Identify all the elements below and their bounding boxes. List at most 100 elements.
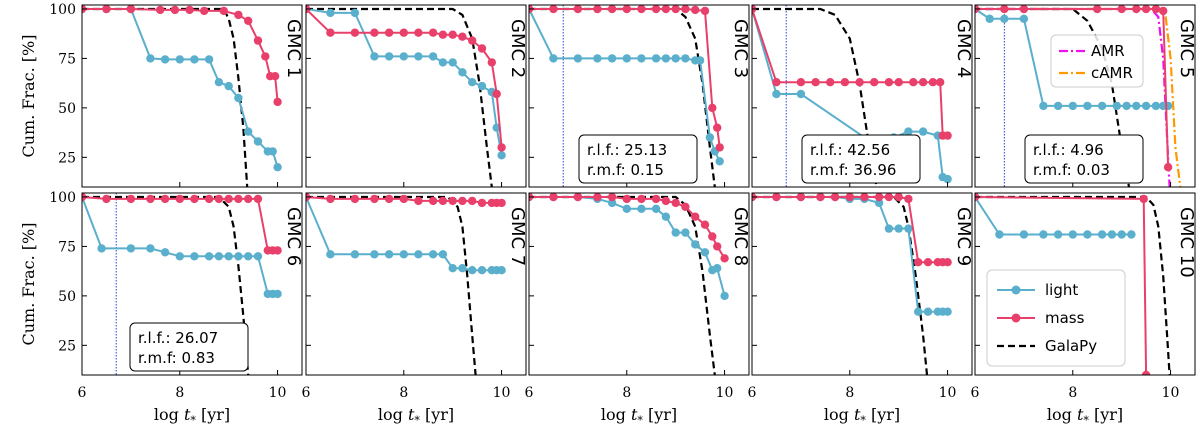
x-axis-label-prefix: log [154, 405, 184, 424]
x-tick-label: 10 [269, 385, 287, 401]
light-point [234, 252, 243, 261]
mass-point [204, 194, 214, 204]
mass-point [772, 78, 781, 87]
gmc-label: GMC 1 [283, 19, 304, 78]
panel-gmc-10: 6 8 10 GMC 10 log t* [yr] light mass GalaPy [971, 192, 1197, 427]
light-point [326, 250, 335, 259]
light-point [438, 58, 448, 67]
light-point [607, 54, 617, 63]
mass-point [700, 6, 710, 16]
light-point [1083, 101, 1092, 111]
light-line [529, 8, 721, 162]
light-line [975, 8, 1169, 107]
light-point [468, 266, 477, 275]
galapy-line [82, 7, 249, 187]
x-axis-label-unit: [yr] [866, 405, 900, 424]
mass-point [894, 78, 903, 87]
gmc-label: GMC 10 [1176, 207, 1197, 278]
light-point [234, 93, 243, 103]
x-axis-label-var: t [408, 405, 415, 424]
light-point [705, 133, 715, 142]
mass-point [914, 258, 923, 267]
mass-point [1141, 5, 1151, 14]
light-point [573, 54, 583, 63]
panel-gmc-2: GMC 2 [305, 4, 528, 188]
x-axis-label-sub: * [637, 414, 643, 427]
mass-point [1117, 5, 1126, 14]
mass-point [573, 193, 583, 202]
inset-legend: AMR cAMR [1050, 34, 1144, 88]
mass-point [468, 36, 477, 45]
x-axis-label-sub: * [1083, 414, 1089, 427]
light-point [681, 228, 690, 237]
panel-plot-area [752, 5, 952, 187]
light-point [1019, 14, 1029, 23]
light-point [695, 56, 705, 65]
light-point [146, 54, 155, 63]
x-axis-label: log t* [yr] [601, 405, 677, 427]
x-axis-label-unit: [yr] [196, 405, 230, 424]
x-axis-label-var: t [184, 405, 191, 424]
light-line [82, 8, 279, 168]
gmc-label: GMC 5 [1176, 19, 1197, 78]
light-point [1083, 230, 1092, 239]
light-point [1097, 101, 1107, 111]
x-axis-label-prefix: log [1047, 405, 1077, 424]
light-point [622, 54, 631, 63]
mass-point [904, 194, 913, 204]
panel-plot-area [529, 193, 729, 375]
light-point [914, 307, 923, 316]
panel-frame [751, 4, 973, 188]
light-point [399, 250, 408, 259]
light-point [1127, 230, 1136, 239]
x-tick-label: 8 [1068, 385, 1077, 401]
mass-line [529, 8, 721, 148]
panel-gmc-1: 25 50 75 100 GMC 1 [49, 2, 304, 188]
light-point [273, 163, 282, 172]
light-point [651, 204, 661, 213]
mass-point [845, 193, 854, 202]
galapy-line [752, 195, 929, 375]
mass-point [273, 246, 282, 255]
panel-plot-area [306, 5, 506, 187]
rlf-text: r.l.f.: 25.13 [587, 141, 667, 159]
mass-point [261, 52, 270, 61]
x-axis-label-sub: * [860, 414, 866, 427]
mass-point [487, 58, 496, 67]
mass-point [607, 193, 617, 202]
mass-line [752, 196, 948, 264]
x-axis-label-var: t [854, 405, 861, 424]
panel-frame [81, 4, 303, 188]
light-point [1141, 101, 1151, 111]
y-tick-label: 25 [58, 338, 76, 354]
x-axis-label: log t* [yr] [154, 405, 230, 427]
light-point [995, 230, 1004, 239]
mass-point [224, 194, 233, 204]
galapy-line [306, 7, 493, 187]
light-point [175, 55, 184, 64]
panel-gmc-7: 6 8 10 GMC 7 log t* [yr] [302, 192, 528, 427]
galapy-legend-label: GalaPy [1045, 337, 1097, 355]
y-tick-label: 100 [49, 2, 76, 18]
gmc-label: GMC 6 [283, 207, 304, 266]
light-point [1151, 101, 1161, 111]
mass-legend-marker [1011, 313, 1021, 323]
light-point [414, 52, 423, 61]
mass-point [414, 196, 423, 206]
light-point [713, 264, 722, 273]
mass-point [671, 198, 680, 208]
mass-point [826, 78, 835, 87]
light-point [894, 224, 903, 233]
light-point [1122, 101, 1131, 111]
y-tick-label: 50 [58, 289, 76, 305]
light-point [146, 244, 155, 253]
panel-gmc-5: GMC 5 r.l.f.: 4.96 r.m.f: 0.03 AMR cAMR [974, 4, 1197, 188]
y-tick-label: 100 [49, 190, 76, 206]
light-point [796, 89, 806, 99]
mass-point [326, 194, 335, 204]
mass-point [477, 198, 487, 208]
mass-point [573, 5, 583, 14]
mass-point [438, 30, 448, 39]
panel-frame [974, 192, 1196, 376]
